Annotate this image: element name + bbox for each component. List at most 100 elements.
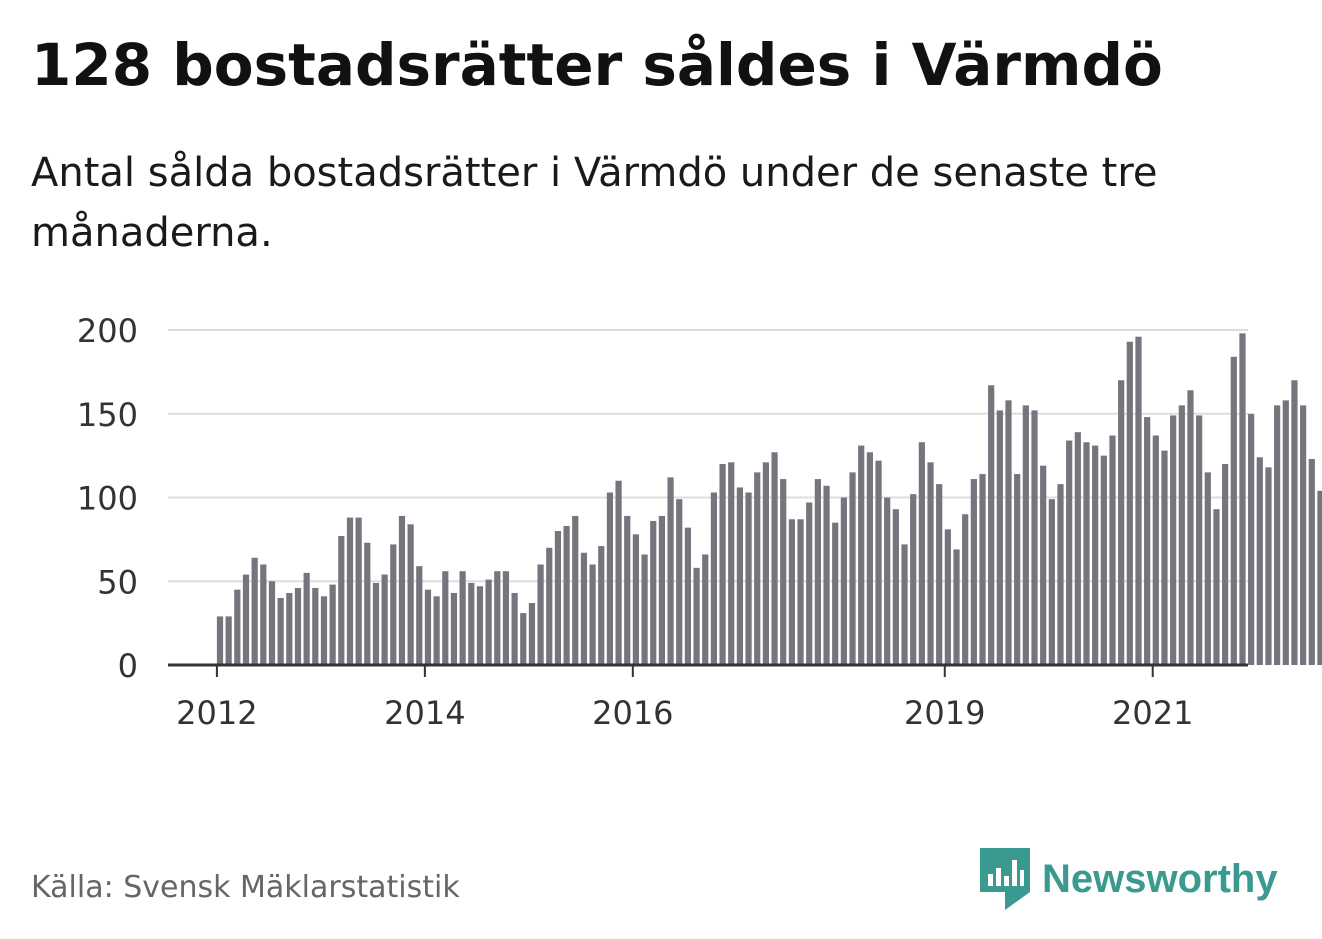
bar (442, 571, 449, 665)
bar (1178, 405, 1185, 666)
y-tick-label: 200 (77, 312, 138, 350)
bar (936, 484, 943, 665)
bar (1274, 405, 1281, 666)
bar (1152, 435, 1159, 665)
y-tick-label: 0 (118, 647, 138, 685)
bar (1135, 336, 1142, 665)
bar (910, 494, 917, 665)
bar (667, 477, 674, 665)
y-tick-label: 50 (97, 563, 138, 601)
bar (632, 534, 640, 665)
bar (1187, 390, 1194, 665)
bar (546, 547, 553, 665)
bar (1014, 474, 1021, 665)
bar (806, 502, 813, 665)
bar (1161, 450, 1168, 665)
bar (745, 492, 752, 665)
bar (1300, 405, 1307, 666)
bar (372, 582, 380, 665)
bar (875, 460, 882, 665)
bar (424, 589, 432, 666)
x-tick-label: 2016 (592, 694, 673, 732)
y-tick-label: 150 (77, 396, 138, 434)
bar (1282, 400, 1289, 665)
bar (355, 517, 362, 665)
bar (1040, 465, 1047, 665)
bar (1031, 410, 1038, 665)
bar (1317, 490, 1322, 665)
bar (364, 542, 371, 665)
y-tick-label: 100 (77, 480, 138, 518)
bar (762, 462, 769, 665)
bar (780, 479, 787, 665)
bar (884, 497, 891, 665)
bar (606, 492, 614, 665)
bar (572, 515, 579, 665)
bar (537, 564, 544, 665)
bar (996, 410, 1003, 665)
brand-name: Newsworthy (1042, 856, 1278, 901)
bar (407, 524, 414, 665)
bar (286, 592, 293, 665)
bar (242, 574, 250, 665)
bar (1196, 415, 1203, 665)
bar (1100, 455, 1107, 666)
bar (970, 479, 977, 665)
bar (329, 584, 336, 665)
newsworthy-logo-icon (980, 848, 1030, 910)
bar (303, 572, 310, 666)
bar (1066, 440, 1073, 665)
bar (615, 480, 622, 665)
bar (398, 515, 406, 665)
bar (832, 522, 839, 666)
bar (511, 592, 518, 665)
bar (866, 452, 873, 665)
bar (251, 557, 258, 665)
bar (1230, 356, 1237, 665)
bar (797, 519, 804, 665)
bar (702, 554, 709, 665)
bar (1222, 464, 1229, 665)
x-tick-label: 2023 (1320, 694, 1322, 732)
bar (858, 445, 865, 665)
bar (268, 581, 276, 665)
bar (658, 515, 666, 665)
bar (892, 509, 899, 665)
bar (1005, 400, 1012, 665)
bar (563, 525, 570, 665)
bar (1248, 413, 1255, 665)
bar (693, 567, 700, 665)
bar (277, 598, 284, 665)
bar (485, 579, 492, 665)
bar (650, 520, 657, 665)
bar (450, 592, 458, 665)
bar (468, 582, 475, 665)
bar (979, 474, 986, 665)
bar (710, 492, 717, 665)
chart-title: 128 bostadsrätter såldes i Värmdö (31, 31, 1163, 99)
bar (1265, 467, 1272, 665)
bar (1022, 405, 1029, 666)
source-note: Källa: Svensk Mäklarstatistik (31, 870, 460, 905)
bar (520, 613, 527, 665)
bar (381, 574, 388, 665)
bar (598, 546, 605, 665)
bar (944, 529, 951, 665)
bar (320, 596, 328, 665)
bar (234, 589, 241, 666)
bar (962, 514, 969, 665)
bar (1048, 499, 1055, 665)
bar (988, 385, 995, 665)
bar (1256, 457, 1263, 665)
bar (1074, 432, 1081, 665)
bar (676, 499, 683, 665)
bar (338, 536, 345, 665)
bar (754, 472, 761, 666)
bar (1291, 380, 1298, 665)
bar (771, 452, 778, 665)
bar (528, 603, 536, 665)
chart-subtitle: Antal sålda bostadsrätter i Värmdö under… (31, 150, 1158, 256)
bar (225, 616, 232, 665)
bar (927, 462, 934, 665)
